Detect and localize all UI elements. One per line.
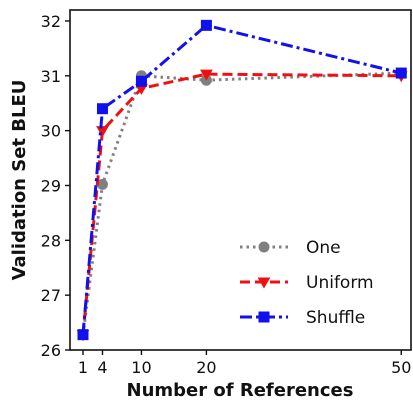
legend-label: Uniform [306, 273, 374, 293]
series-one [77, 67, 407, 341]
x-tick-label: 1 [78, 358, 88, 377]
point-shuffle [135, 75, 147, 87]
y-tick-label: 26 [41, 341, 61, 360]
legend-item-shuffle: Shuffle [240, 308, 365, 328]
legend-item-one: One [240, 238, 341, 258]
y-tick-label: 28 [41, 231, 61, 250]
point-shuffle [77, 329, 89, 341]
point-shuffle [96, 103, 108, 115]
point-shuffle [395, 67, 407, 79]
legend-label: Shuffle [306, 308, 365, 328]
x-axis-ticks: 1 4 10 20 50 [78, 350, 411, 377]
x-tick-label: 20 [196, 358, 216, 377]
point-shuffle [200, 19, 212, 31]
series-line-one [81, 71, 402, 335]
y-tick-label: 30 [41, 122, 61, 141]
x-tick-label: 50 [391, 358, 411, 377]
y-axis-ticks: 26 27 28 29 30 31 32 [41, 12, 70, 360]
y-tick-label: 32 [41, 12, 61, 31]
x-axis-title: Number of References [127, 380, 354, 401]
x-tick-label: 4 [97, 358, 107, 377]
series-line-uniform [81, 72, 402, 335]
legend-swatch-marker [258, 311, 270, 323]
legend-label: One [306, 238, 341, 258]
point-uniform [200, 69, 213, 81]
series-uniform [76, 69, 408, 342]
y-tick-label: 31 [41, 67, 61, 86]
legend-swatch-marker [258, 241, 270, 253]
y-tick-label: 29 [41, 176, 61, 195]
x-tick-label: 10 [131, 358, 151, 377]
legend-swatch-marker [257, 277, 271, 289]
legend: One Uniform Shuffle [240, 238, 374, 328]
series-shuffle [77, 19, 407, 341]
plot-frame [69, 9, 412, 351]
point-uniform [96, 126, 109, 138]
y-axis-title: Validation Set BLEU [9, 80, 30, 281]
series-layer [76, 19, 408, 342]
legend-item-uniform: Uniform [240, 273, 374, 293]
y-tick-label: 27 [41, 286, 61, 305]
